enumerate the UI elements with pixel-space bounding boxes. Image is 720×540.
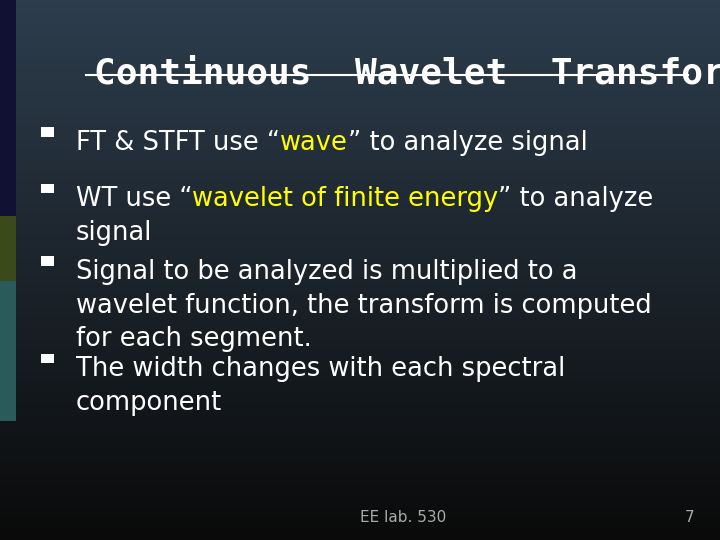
Text: WT use “: WT use “ [76, 186, 192, 212]
Text: wavelet function, the transform is computed: wavelet function, the transform is compu… [76, 293, 652, 319]
Bar [41, 256, 54, 266]
Bar [41, 127, 54, 137]
Text: The width changes with each spectral: The width changes with each spectral [76, 356, 565, 382]
Text: wavelet of finite energy: wavelet of finite energy [192, 186, 498, 212]
Text: EE lab. 530: EE lab. 530 [360, 510, 446, 525]
Text: wave: wave [280, 130, 348, 156]
Text: for each segment.: for each segment. [76, 326, 311, 352]
Bar [41, 184, 54, 193]
Bar [0, 216, 16, 281]
Text: ” to analyze: ” to analyze [498, 186, 654, 212]
Text: Signal to be analyzed is multiplied to a: Signal to be analyzed is multiplied to a [76, 259, 577, 285]
Text: signal: signal [76, 220, 152, 246]
Bar [0, 0, 16, 216]
Text: FT & STFT use “: FT & STFT use “ [76, 130, 280, 156]
Text: ” to analyze signal: ” to analyze signal [348, 130, 588, 156]
Text: component: component [76, 390, 222, 416]
Bar [0, 281, 16, 421]
Bar [41, 354, 54, 363]
Text: Continuous  Wavelet  Transform: Continuous Wavelet Transform [94, 57, 720, 91]
Text: 7: 7 [685, 510, 695, 525]
